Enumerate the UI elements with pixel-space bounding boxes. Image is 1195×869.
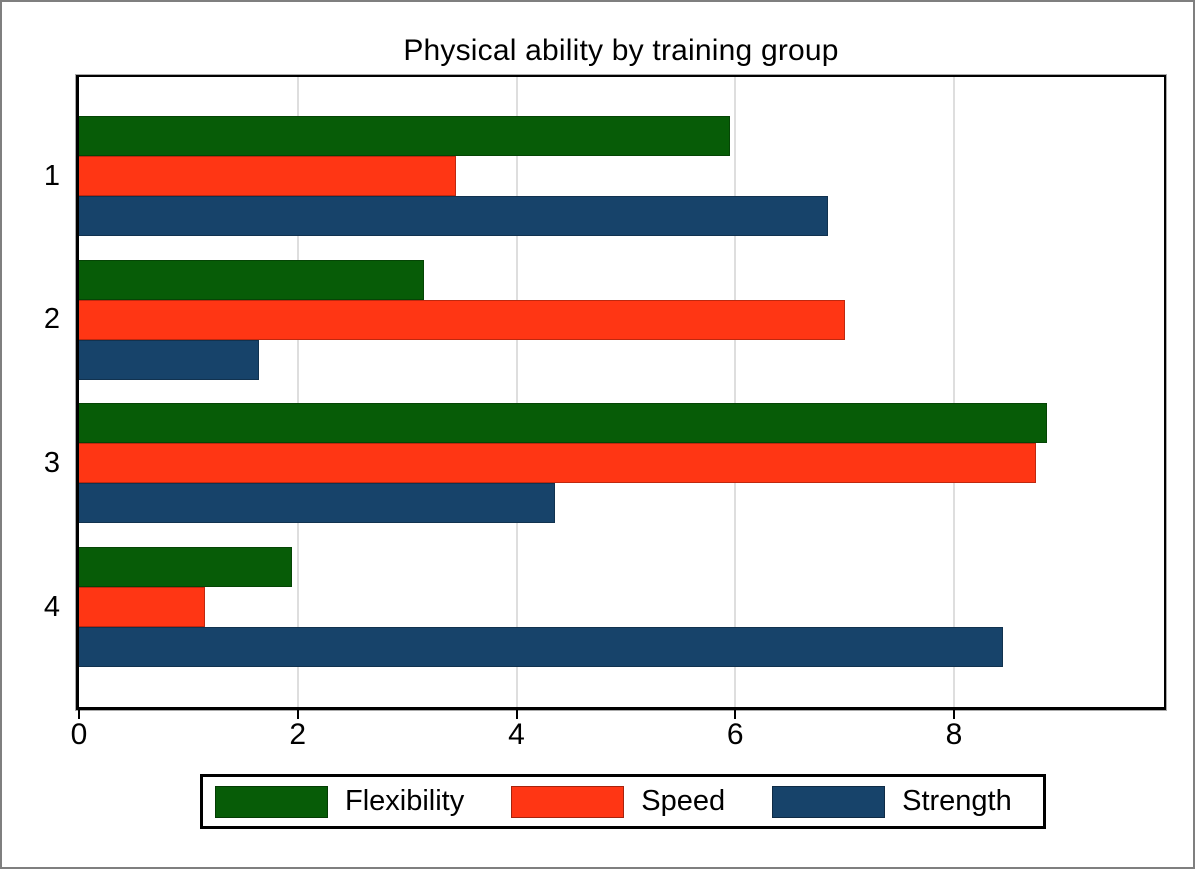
flexibility-swatch-icon <box>215 785 328 818</box>
bar-speed-group-4 <box>79 587 205 628</box>
bar-strength-group-4 <box>79 627 1004 668</box>
bar-speed-group-1 <box>79 156 457 196</box>
legend-item-speed: Speed <box>511 785 725 818</box>
legend-label-flexibility: Flexibility <box>345 785 465 817</box>
y-axis-label-4: 4 <box>43 590 60 623</box>
gridline-x-8 <box>953 77 955 707</box>
bar-flexibility-group-4 <box>79 547 293 588</box>
gridline-x-2 <box>296 77 299 707</box>
bar-strength-group-3 <box>79 483 555 524</box>
y-axis-label-1: 1 <box>43 159 60 192</box>
x-tick-8 <box>953 710 955 719</box>
legend-item-strength: Strength <box>772 785 1012 818</box>
legend-item-flexibility: Flexibility <box>215 785 464 818</box>
bar-strength-group-2 <box>79 339 260 380</box>
bar-strength-group-1 <box>79 196 829 236</box>
bar-speed-group-2 <box>79 299 845 340</box>
bar-speed-group-3 <box>79 443 1037 484</box>
legend: Flexibility Speed Strength <box>200 774 1046 829</box>
x-tick-4 <box>515 710 518 719</box>
chart-title: Physical ability by training group <box>403 34 839 67</box>
legend-label-speed: Speed <box>641 785 726 817</box>
x-tick-2 <box>296 710 299 719</box>
legend-label-strength: Strength <box>902 785 1012 817</box>
bar-flexibility-group-3 <box>79 403 1047 444</box>
x-tick-label-6: 6 <box>726 718 744 751</box>
bar-flexibility-group-1 <box>79 116 730 156</box>
x-tick-label-4: 4 <box>508 718 525 751</box>
x-tick-0 <box>78 710 80 719</box>
gridline-x-4 <box>515 77 518 707</box>
y-axis-label-2: 2 <box>43 303 60 336</box>
speed-swatch-icon <box>511 785 625 818</box>
x-tick-label-8: 8 <box>945 718 963 751</box>
x-tick-6 <box>734 710 737 719</box>
gridline-x-6 <box>734 77 737 707</box>
x-tick-label-0: 0 <box>70 718 88 751</box>
y-axis-label-3: 3 <box>43 446 60 479</box>
strength-swatch-icon <box>772 785 886 818</box>
plot-area <box>75 74 1167 711</box>
bar-flexibility-group-2 <box>79 259 424 300</box>
x-tick-label-2: 2 <box>289 718 307 751</box>
